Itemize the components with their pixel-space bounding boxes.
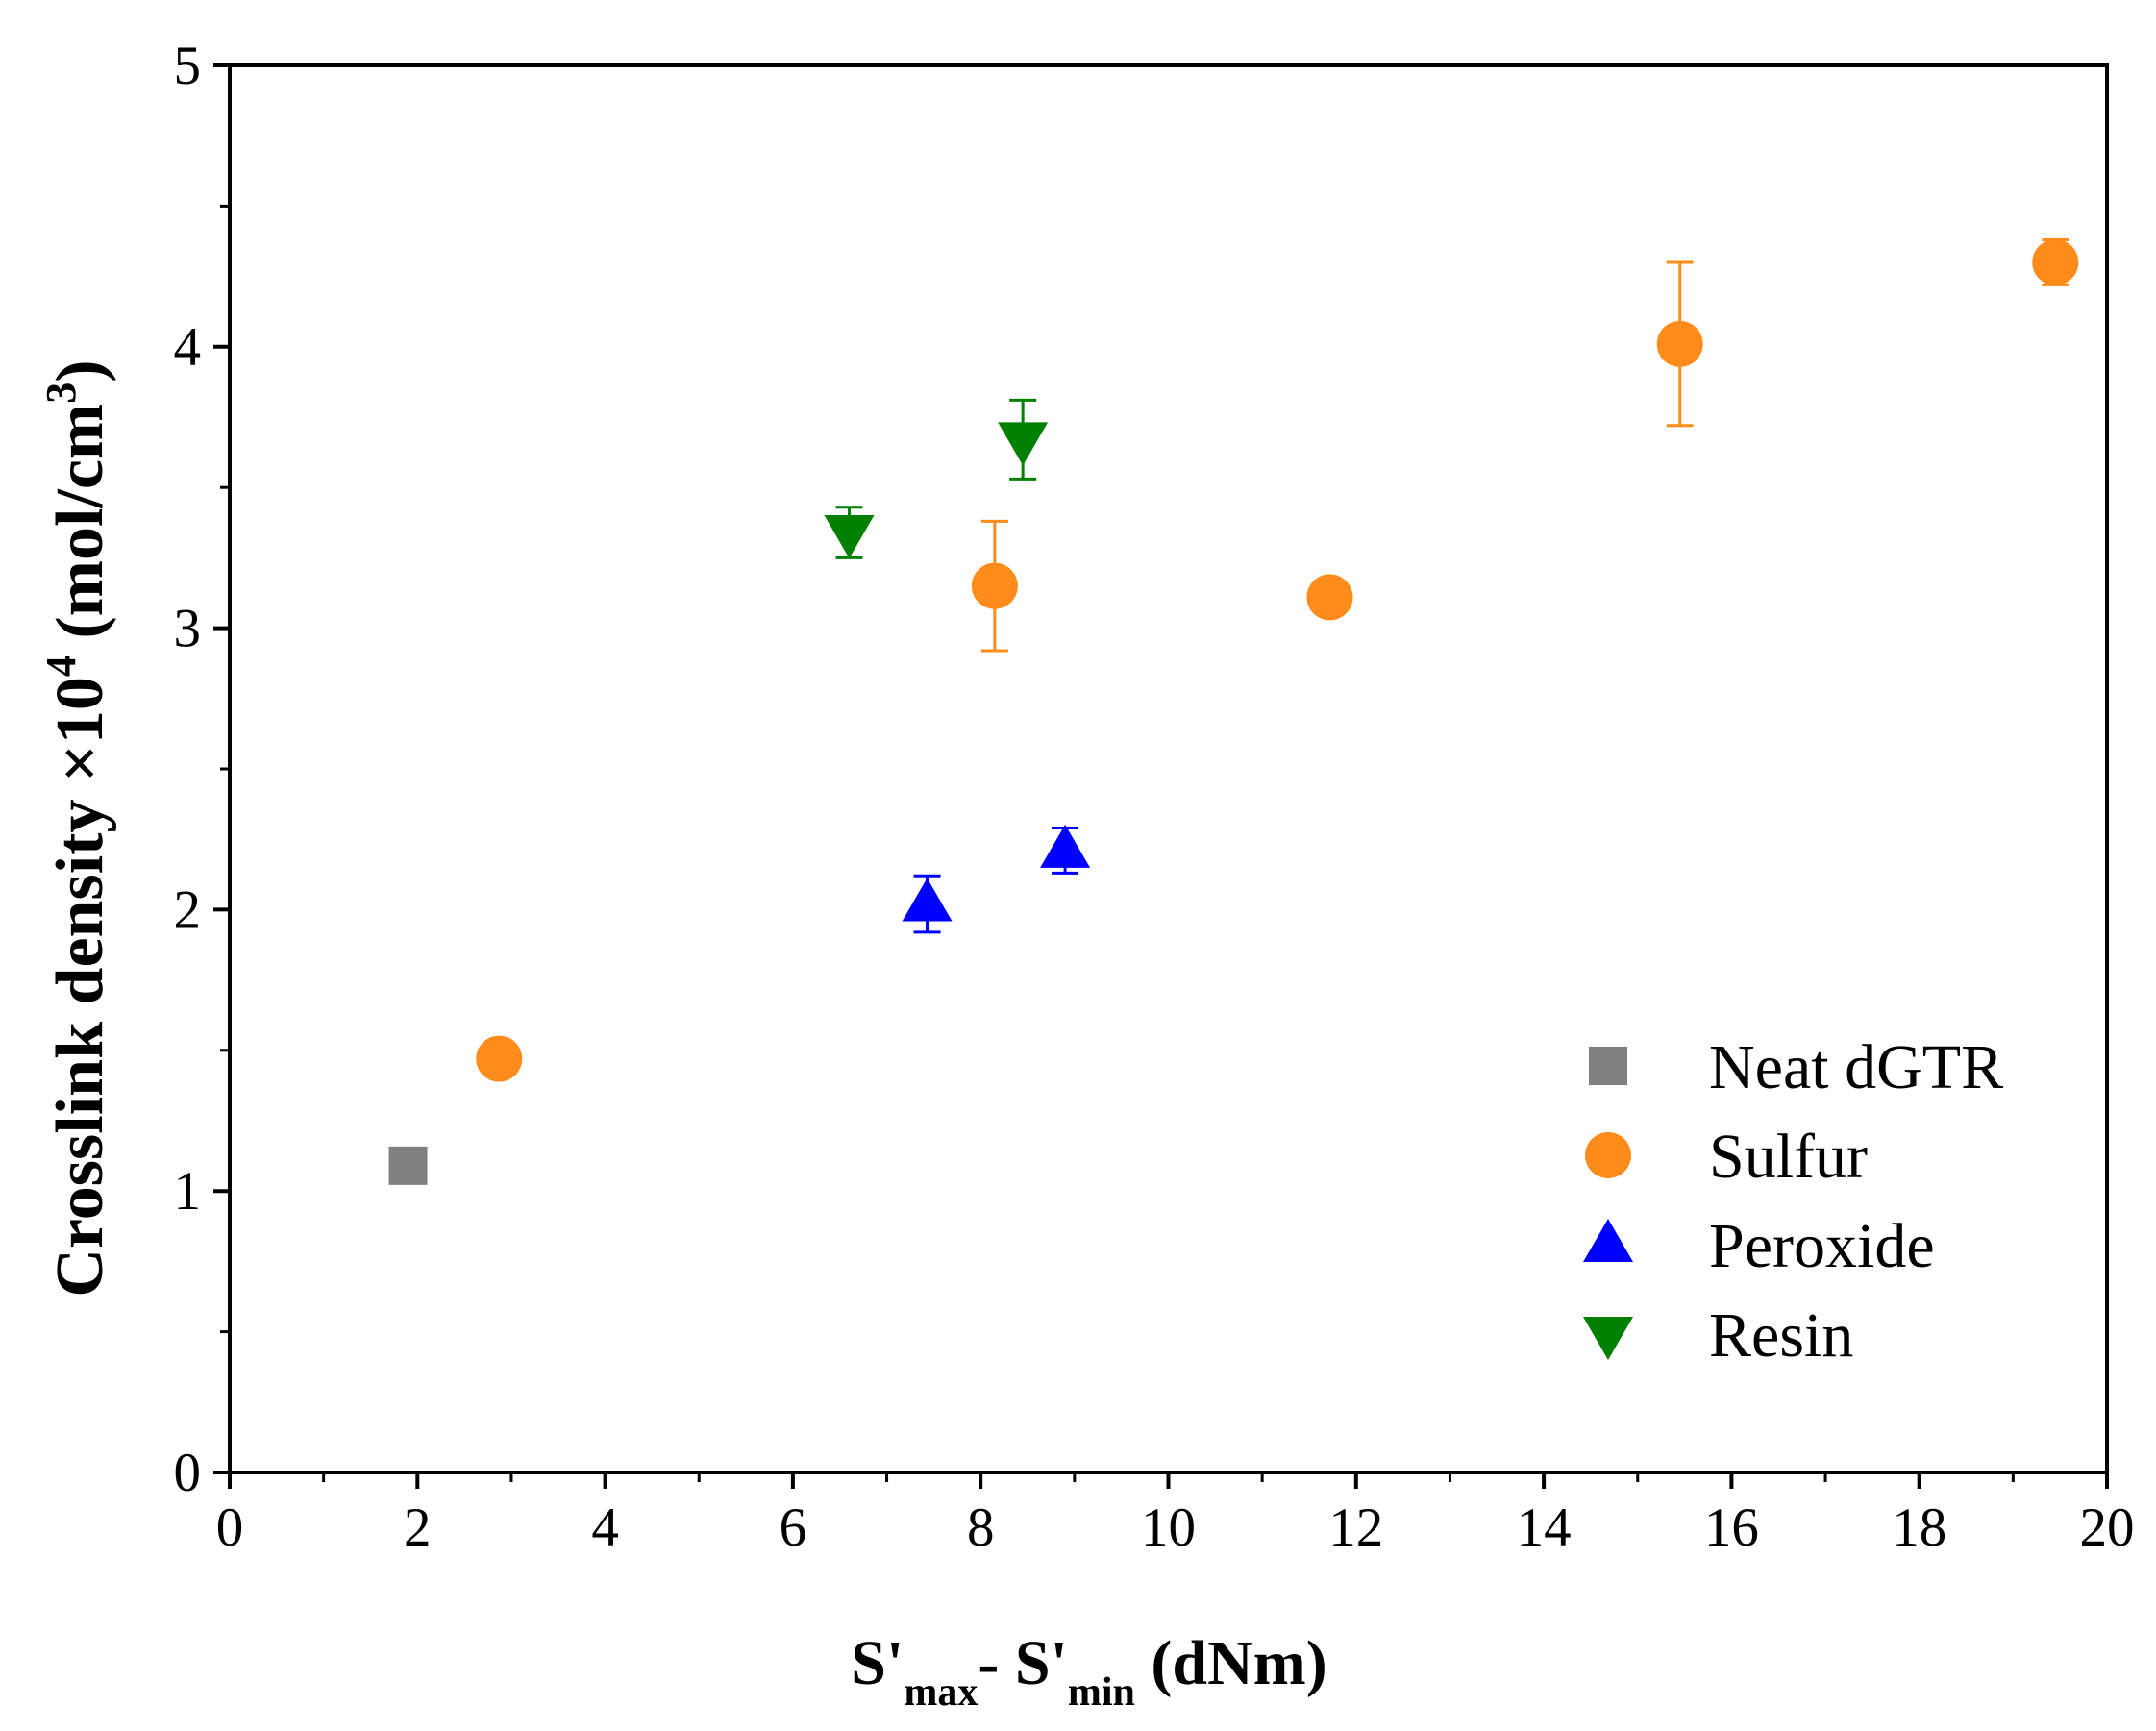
x-tick-label: 8 bbox=[967, 1497, 995, 1558]
plot-area bbox=[388, 238, 2079, 1185]
x-tick-label: 14 bbox=[1517, 1497, 1572, 1558]
x-tick-label: 6 bbox=[780, 1497, 807, 1558]
x-axis-title-tail: (dNm) bbox=[1135, 1628, 1327, 1698]
x-tick-label: 18 bbox=[1892, 1497, 1946, 1558]
sulfur-point bbox=[1656, 320, 1703, 367]
resin-point bbox=[998, 422, 1049, 466]
x-axis-title-main: S' bbox=[851, 1628, 904, 1698]
legend-label-peroxide: Peroxide bbox=[1709, 1211, 1935, 1281]
x-axis-title-sub1: max bbox=[904, 1670, 978, 1715]
sulfur-point bbox=[971, 562, 1018, 609]
x-tick-label: 20 bbox=[2080, 1497, 2135, 1558]
x-axis-title-mid: - S' bbox=[978, 1628, 1068, 1698]
x-tick-label: 4 bbox=[591, 1497, 619, 1558]
x-tick-label: 2 bbox=[404, 1497, 432, 1558]
x-tick-label: 16 bbox=[1704, 1497, 1759, 1558]
sulfur-point bbox=[1306, 574, 1353, 621]
legend-marker-peroxide bbox=[1583, 1219, 1633, 1262]
y-axis-title-mid: (mol/cm bbox=[43, 404, 117, 655]
y-tick-label: 5 bbox=[174, 36, 202, 96]
x-tick-label: 12 bbox=[1328, 1497, 1383, 1558]
x-tick-label: 10 bbox=[1141, 1497, 1196, 1558]
legend-label-sulfur: Sulfur bbox=[1709, 1122, 1868, 1192]
legend-marker-neat-dgtr bbox=[1589, 1047, 1627, 1085]
legend-marker-resin bbox=[1583, 1317, 1633, 1360]
y-axis-title-main: Crosslink density ×10 bbox=[43, 677, 117, 1297]
y-axis-title-sup1: 4 bbox=[37, 655, 85, 677]
x-axis-title-sub2: min bbox=[1068, 1670, 1135, 1715]
y-tick-label: 2 bbox=[174, 879, 202, 940]
y-tick-label: 0 bbox=[174, 1443, 202, 1503]
legend-label-resin: Resin bbox=[1709, 1300, 1853, 1371]
peroxide-point bbox=[1040, 824, 1091, 868]
y-tick-label: 1 bbox=[174, 1161, 202, 1222]
y-axis-title: Crosslink density ×104 (mol/cm3) bbox=[37, 359, 117, 1297]
legend-label-neat-dgtr: Neat dGTR bbox=[1709, 1032, 2003, 1102]
resin-point bbox=[824, 515, 875, 559]
x-axis-title: S'max- S'min (dNm) bbox=[851, 1628, 1326, 1715]
y-axis-title-tail: ) bbox=[43, 359, 117, 382]
neat-dgtr-point bbox=[388, 1146, 428, 1185]
y-tick-label: 4 bbox=[174, 317, 202, 378]
sulfur-point bbox=[2032, 238, 2079, 285]
legend-marker-sulfur bbox=[1585, 1132, 1631, 1178]
sulfur-point bbox=[476, 1035, 523, 1082]
legend: Neat dGTR Sulfur Peroxide Resin bbox=[1583, 1032, 2003, 1371]
y-tick-label: 3 bbox=[174, 599, 202, 659]
y-axis-title-sup2: 3 bbox=[37, 383, 85, 404]
peroxide-point bbox=[902, 878, 953, 922]
x-tick-label: 0 bbox=[216, 1497, 244, 1558]
